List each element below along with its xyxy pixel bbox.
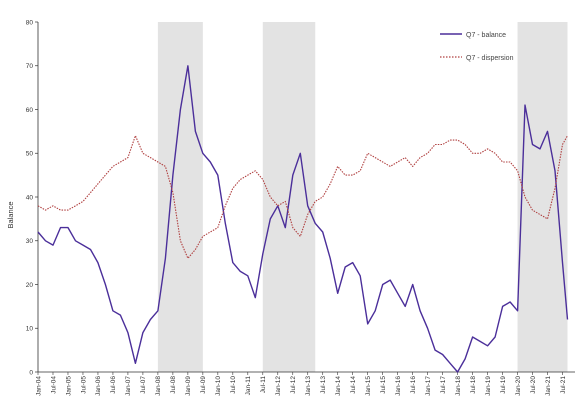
x-tick-label: Jul-16 <box>410 376 417 394</box>
x-tick-label: Jul-15 <box>380 376 387 394</box>
y-tick-label: 60 <box>26 107 34 114</box>
legend-label-dispersion: Q7 - dispersion <box>466 55 514 62</box>
x-tick-label: Jan-17 <box>425 376 432 396</box>
x-tick-label: Jul-12 <box>290 376 297 394</box>
x-tick-label: Jul-04 <box>50 376 57 394</box>
y-tick-label: 0 <box>29 369 33 376</box>
x-tick-label: Jul-20 <box>530 376 537 394</box>
y-tick-label: 80 <box>26 19 34 26</box>
x-tick-label: Jan-19 <box>485 376 492 396</box>
x-tick-label: Jan-06 <box>95 376 102 396</box>
x-tick-label: Jan-08 <box>155 376 162 396</box>
series-line-balance <box>37 65 569 373</box>
x-tick-label: Jul-09 <box>200 376 207 394</box>
shaded-period-3 <box>517 22 568 372</box>
y-axis-label: Balance <box>6 201 15 228</box>
x-tick-label: Jan-13 <box>305 376 312 396</box>
x-tick-label: Jan-12 <box>275 376 282 396</box>
x-tick-label: Jul-11 <box>260 376 267 394</box>
y-tick-label: 10 <box>26 326 34 333</box>
x-tick-label: Jan-09 <box>185 376 192 396</box>
y-tick-label: 40 <box>26 194 34 201</box>
x-tick-label: Jan-15 <box>365 376 372 396</box>
legend-label-balance: Q7 - balance <box>466 32 506 39</box>
x-tick-label: Jan-11 <box>245 376 252 396</box>
x-tick-label: Jan-07 <box>125 376 132 396</box>
y-tick-label: 30 <box>26 238 34 245</box>
legend: Q7 - balance Q7 - dispersion <box>440 32 514 62</box>
x-tick-label: Jul-08 <box>170 376 177 394</box>
x-tick-label: Jul-21 <box>560 376 567 394</box>
x-tick-label: Jul-10 <box>230 376 237 394</box>
x-tick-label: Jan-20 <box>515 376 522 396</box>
x-tick-label: Jan-21 <box>545 376 552 396</box>
y-tick-label: 70 <box>26 63 34 70</box>
x-tick-label: Jul-07 <box>140 376 147 394</box>
x-tick-label: Jul-17 <box>440 376 447 394</box>
x-tick-label: Jul-19 <box>500 376 507 394</box>
x-tick-label: Jul-05 <box>80 376 87 394</box>
series-layer <box>37 65 569 373</box>
x-tick-label: Jan-16 <box>395 376 402 396</box>
x-tick-label: Jul-18 <box>470 376 477 394</box>
axes: 0 10 20 30 40 50 60 70 80 Jan-04 Jul-04 Jan-05 Jul-0… <box>26 19 575 396</box>
x-tick-label: Jan-18 <box>455 376 462 396</box>
x-tick-label: Jan-14 <box>335 376 342 396</box>
shaded-period-1 <box>157 22 203 372</box>
x-tick-label: Jan-05 <box>65 376 72 396</box>
x-tick-label: Jul-13 <box>320 376 327 394</box>
y-tick-label: 50 <box>26 151 34 158</box>
x-tick-label: Jan-04 <box>35 376 42 396</box>
y-tick-label: 20 <box>26 282 34 289</box>
x-tick-label: Jan-10 <box>215 376 222 396</box>
x-tick-label: Jul-14 <box>350 376 357 394</box>
x-tick-label: Jul-06 <box>110 376 117 394</box>
recession-shading-layer <box>157 22 568 372</box>
